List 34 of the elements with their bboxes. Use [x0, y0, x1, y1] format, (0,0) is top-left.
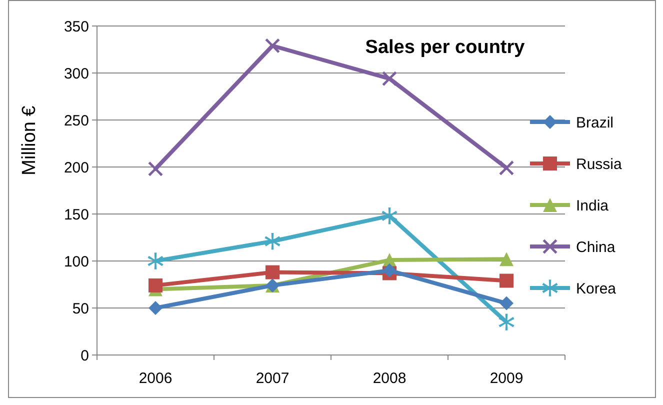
x-tick-label: 2006: [138, 370, 172, 387]
point: [498, 314, 514, 330]
x-tick-label: 2007: [256, 370, 290, 387]
point: [382, 71, 397, 86]
point: [382, 208, 398, 224]
point: [500, 274, 514, 288]
legend-label: China: [576, 238, 616, 256]
y-tick-label: 350: [64, 18, 89, 36]
point: [148, 162, 163, 176]
point: [382, 263, 396, 278]
x-tick-label: 2008: [372, 370, 406, 387]
x-tick-label: 2009: [490, 370, 524, 387]
legend-label: Brazil: [576, 114, 614, 132]
point: [499, 160, 514, 176]
point: [500, 252, 514, 266]
y-axis-title: Million €: [19, 105, 40, 176]
point: [148, 301, 162, 315]
point: [148, 278, 162, 292]
legend-label: Russia: [576, 156, 623, 173]
y-tick-label: 300: [64, 65, 89, 82]
point: [264, 232, 280, 250]
point: [148, 252, 164, 270]
legend-label: India: [576, 197, 610, 214]
point: [500, 296, 514, 310]
y-tick-label: 50: [72, 300, 89, 318]
y-tick-label: 200: [64, 159, 89, 176]
text: Sales per country: [365, 37, 526, 58]
y-tick-label: 250: [64, 112, 89, 130]
y-tick-label: 100: [64, 253, 89, 270]
y-tick-label: 150: [64, 206, 89, 224]
legend-label: Korea: [576, 280, 617, 298]
y-tick-label: 0: [80, 347, 89, 364]
point: [266, 265, 280, 280]
point: [265, 38, 280, 54]
